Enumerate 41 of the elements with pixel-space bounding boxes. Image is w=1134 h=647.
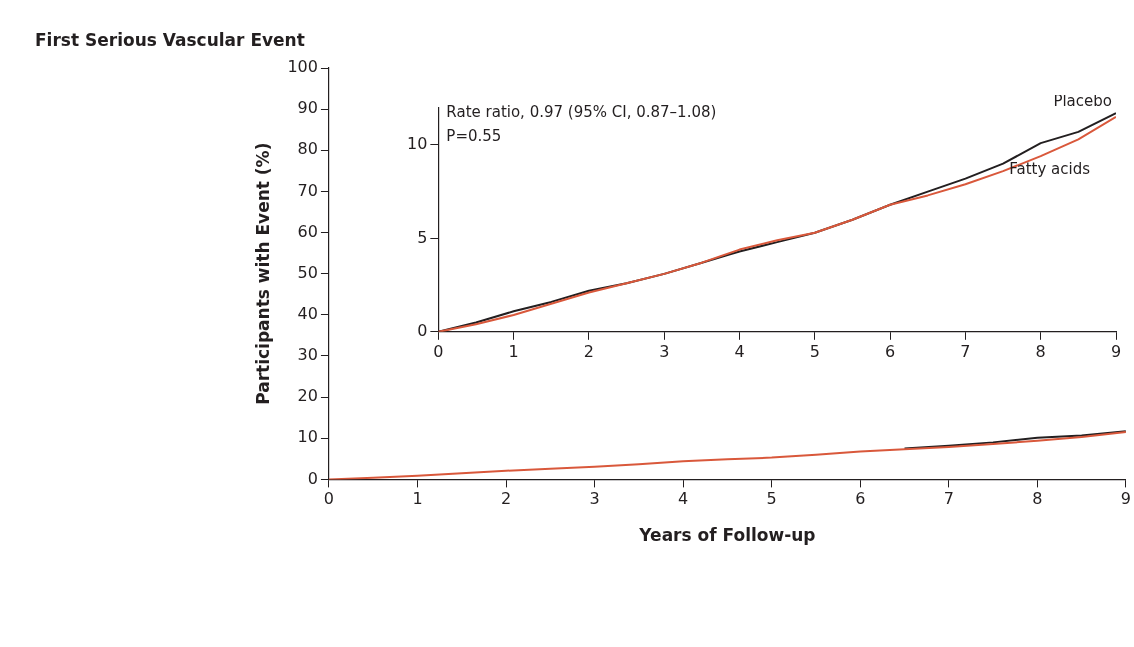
x-tick-label: 7 xyxy=(943,489,954,509)
x-tick-label: 5 xyxy=(809,341,820,361)
x-tick-label: 1 xyxy=(412,489,423,509)
x-tick-label: 0 xyxy=(433,341,444,361)
y-tick-label: 0 xyxy=(417,320,428,340)
x-tick-label: 6 xyxy=(855,489,866,509)
x-tick-label: 5 xyxy=(766,489,777,509)
text: First Serious Vascular Event xyxy=(35,30,305,50)
x-tick-label: 9 xyxy=(1120,489,1131,509)
y-tick-label: 10 xyxy=(407,134,428,154)
x-tick-label: 4 xyxy=(734,341,745,361)
y-tick-label: 20 xyxy=(297,386,318,406)
x-tick-label: 8 xyxy=(1035,341,1046,361)
y-tick-label: 5 xyxy=(417,227,428,247)
x-tick-label: 8 xyxy=(1032,489,1043,509)
x-tick-label: 2 xyxy=(500,489,512,509)
x-tick-label: 3 xyxy=(659,341,670,361)
x-axis-title: Years of Follow-up xyxy=(638,525,816,546)
x-tick-label: 6 xyxy=(885,341,896,361)
annotation: Rate ratio, 0.97 (95% CI, 0.87–1.08) xyxy=(446,102,717,121)
annotation: P=0.55 xyxy=(446,126,502,145)
x-tick-label: 9 xyxy=(1110,341,1122,361)
series-label: Placebo xyxy=(1053,91,1112,110)
x-tick-label: 4 xyxy=(678,489,689,509)
x-tick-label: 7 xyxy=(960,341,971,361)
y-axis-title: Participants with Event (%) xyxy=(252,142,273,405)
y-tick-label: 100 xyxy=(287,57,318,77)
y-tick-label: 70 xyxy=(297,180,318,200)
y-tick-label: 80 xyxy=(297,139,318,159)
x-tick-label: 1 xyxy=(508,341,519,361)
y-tick-label: 90 xyxy=(297,98,318,118)
y-tick-label: 10 xyxy=(297,427,318,447)
x-tick-label: 2 xyxy=(583,341,595,361)
series-label: Fatty acids xyxy=(1009,160,1091,179)
x-tick-label: 3 xyxy=(589,489,600,509)
y-tick-label: 60 xyxy=(297,221,318,241)
y-tick-label: 0 xyxy=(307,468,318,488)
y-tick-label: 30 xyxy=(297,345,318,365)
y-tick-label: 50 xyxy=(297,262,318,282)
y-tick-label: 40 xyxy=(297,304,318,323)
x-tick-label: 0 xyxy=(323,489,335,509)
